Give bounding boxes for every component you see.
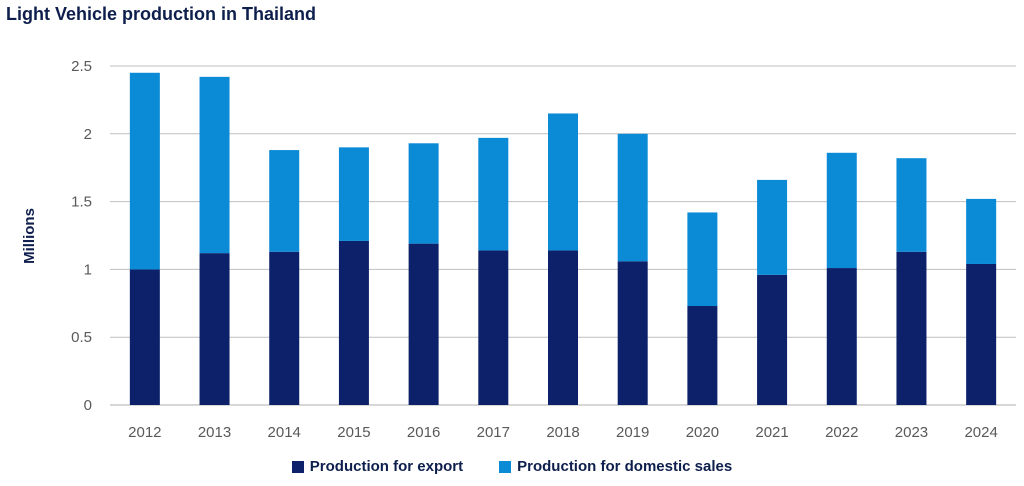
bar-domestic-2017 (478, 137, 509, 251)
bar-domestic-2024 (966, 198, 997, 264)
bar-export-2017 (478, 250, 509, 405)
bar-export-2018 (548, 250, 578, 405)
bar-domestic-2013 (199, 76, 230, 254)
y-tick-label: 2 (84, 126, 92, 143)
y-axis-label: Millions (21, 208, 38, 264)
legend-item-export: Production for export (291, 458, 464, 475)
legend-item-domestic: Production for domestic sales (499, 458, 732, 475)
y-tick-label: 0.5 (71, 329, 92, 346)
x-tick-label: 2012 (128, 424, 161, 441)
bars (129, 72, 997, 405)
bar-domestic-2012 (129, 72, 160, 270)
y-tick-label: 1 (84, 261, 92, 278)
x-tick-label: 2019 (616, 424, 649, 441)
bar-domestic-2020 (687, 212, 718, 307)
legend-swatch-export (291, 460, 304, 473)
x-tick-label: 2023 (895, 424, 928, 441)
bar-export-2021 (757, 274, 788, 405)
bar-export-2019 (617, 261, 648, 405)
tick-labels: 0 0.5 1 1.5 2 2.5 2012 2013 2014 2015 2016 2017 2018… (71, 58, 998, 441)
bar-domestic-2019 (617, 133, 648, 262)
x-tick-label: 2018 (546, 424, 579, 441)
bar-export-2013 (199, 253, 230, 405)
bar-export-2023 (896, 251, 927, 405)
legend: Production for export Production for dom… (0, 458, 1024, 475)
bar-domestic-2023 (896, 158, 927, 252)
x-tick-label: 2015 (337, 424, 370, 441)
bar-export-2016 (408, 243, 439, 405)
y-tick-label: 0 (84, 397, 92, 414)
bar-export-2020 (687, 306, 718, 405)
x-tick-label: 2014 (268, 424, 301, 441)
x-tick-label: 2020 (686, 424, 719, 441)
bar-domestic-2015 (338, 147, 369, 241)
y-tick-label: 2.5 (71, 58, 92, 75)
x-tick-label: 2017 (477, 424, 510, 441)
bar-export-2014 (269, 251, 300, 405)
x-tick-label: 2021 (755, 424, 788, 441)
bar-domestic-2021 (757, 179, 788, 275)
bar-export-2024 (966, 263, 997, 405)
legend-label-export: Production for export (309, 458, 464, 475)
x-tick-label: 2024 (964, 424, 997, 441)
legend-swatch-domestic (499, 460, 512, 473)
x-tick-label: 2022 (825, 424, 858, 441)
bar-domestic-2016 (408, 143, 439, 244)
legend-label-domestic: Production for domestic sales (517, 458, 733, 475)
bar-export-2015 (338, 240, 369, 405)
x-tick-label: 2016 (407, 424, 440, 441)
bar-domestic-2014 (269, 150, 300, 252)
bar-domestic-2018 (548, 113, 578, 251)
x-tick-label: 2013 (198, 424, 231, 441)
bar-domestic-2022 (826, 152, 857, 269)
bar-export-2012 (129, 269, 160, 405)
chart-title: Light Vehicle production in Thailand (6, 4, 317, 24)
y-tick-label: 1.5 (71, 194, 92, 211)
bar-export-2022 (826, 268, 857, 405)
